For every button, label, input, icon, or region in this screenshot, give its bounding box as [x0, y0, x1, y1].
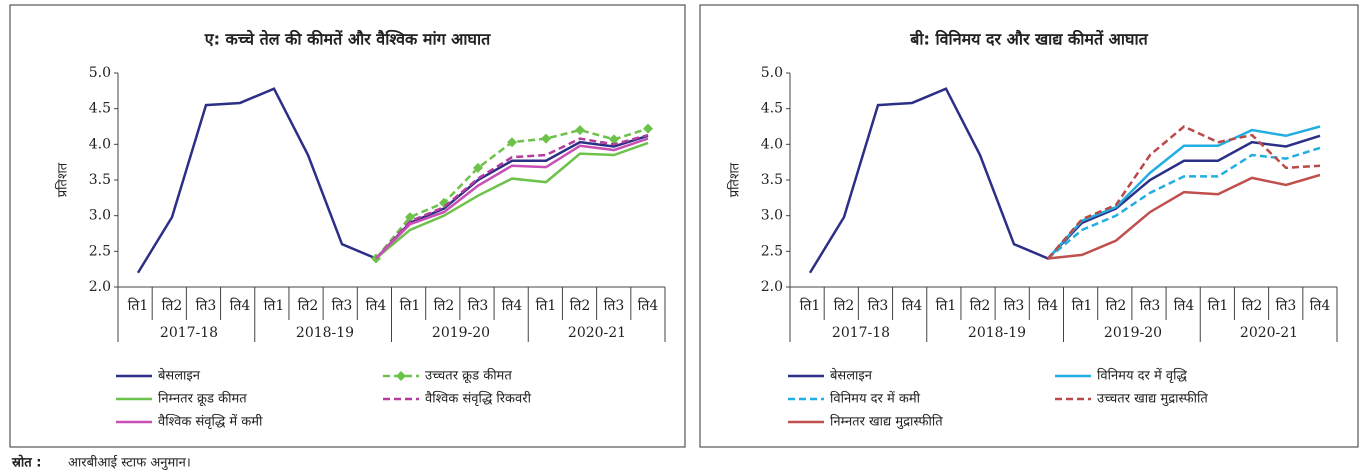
y-tick-label: 3.5: [89, 172, 111, 188]
x-tick-label: ति1: [936, 297, 957, 314]
y-tick-label: 4.5: [89, 101, 111, 117]
x-group-label: 2019-20: [1104, 325, 1162, 341]
x-tick-label: ति1: [800, 297, 821, 314]
x-tick-label: ति2: [834, 297, 855, 314]
x-group-label: 2018-19: [968, 325, 1026, 341]
x-tick-label: ति4: [366, 297, 387, 314]
x-tick-label: ति3: [1276, 297, 1297, 314]
y-tick-label: 3.0: [89, 208, 111, 224]
x-tick-label: ति2: [570, 297, 591, 314]
y-tick-label: 5.0: [761, 65, 783, 81]
series-line: [1047, 173, 1321, 260]
x-tick-label: ति3: [332, 297, 353, 314]
chart-title: बी: विनिमय दर और खाद्य कीमतें आघात: [909, 30, 1148, 49]
x-tick-label: ति1: [264, 297, 285, 314]
x-tick-label: ति3: [1004, 297, 1025, 314]
x-tick-label: ति4: [1038, 297, 1059, 314]
legend-label: निम्नतर खाद्य मुद्रास्फीति: [830, 414, 943, 430]
y-tick-label: 2.0: [89, 279, 111, 295]
legend-label: विनिमय दर में वृद्धि: [1097, 368, 1187, 384]
x-group-label: 2017-18: [832, 325, 890, 341]
x-tick-label: ति2: [970, 297, 991, 314]
chart-title: ए: कच्चे तेल की कीमतें और वैश्विक मांग आ…: [204, 30, 491, 49]
series-marker: [575, 125, 585, 136]
x-tick-label: ति1: [1208, 297, 1229, 314]
x-tick-label: ति3: [1140, 297, 1161, 314]
x-tick-label: ति2: [434, 297, 455, 314]
legend-label: वैश्विक संवृद्धि रिकवरी: [425, 391, 532, 407]
y-tick-label: 3.5: [761, 172, 783, 188]
series-marker: [541, 133, 551, 144]
y-tick-label: 3.0: [761, 208, 783, 224]
y-tick-label: 4.5: [761, 101, 783, 117]
legend-label: उच्चतर खाद्य मुद्रास्फीति: [1097, 391, 1208, 407]
panel-frame: [9, 4, 686, 448]
series-marker: [473, 162, 483, 173]
series-marker: [643, 123, 653, 134]
series-line: [375, 141, 649, 260]
x-tick-label: ति1: [536, 297, 557, 314]
y-tick-label: 2.5: [89, 243, 111, 259]
legend-label: वैश्विक संवृद्धि में कमी: [158, 414, 263, 430]
x-tick-label: ति2: [162, 297, 183, 314]
series-line: [1047, 146, 1321, 260]
y-tick-label: 2.0: [761, 279, 783, 295]
x-tick-label: ति3: [604, 297, 625, 314]
y-tick-label: 2.5: [761, 243, 783, 259]
x-tick-label: ति4: [1310, 297, 1331, 314]
legend-marker: [396, 371, 406, 381]
x-tick-label: ति4: [902, 297, 923, 314]
legend-label: विनिमय दर में कमी: [830, 391, 921, 407]
x-tick-label: ति4: [230, 297, 251, 314]
y-tick-label: 4.0: [761, 136, 783, 152]
x-tick-label: ति4: [638, 297, 659, 314]
x-group-label: 2020-21: [568, 325, 626, 341]
x-group-label: 2017-18: [160, 325, 218, 341]
series-line: [375, 133, 649, 260]
x-group-label: 2018-19: [296, 325, 354, 341]
x-tick-label: ति3: [868, 297, 889, 314]
legend-label: बेसलाइन: [158, 368, 201, 384]
panel-frame: [699, 4, 1359, 448]
y-tick-label: 5.0: [89, 65, 111, 81]
x-tick-label: ति1: [1072, 297, 1093, 314]
legend-label: निम्नतर क्रूड कीमत: [158, 391, 247, 407]
series-marker: [405, 212, 415, 223]
x-tick-label: ति1: [128, 297, 149, 314]
x-tick-label: ति4: [502, 297, 523, 314]
y-tick-label: 4.0: [89, 136, 111, 152]
series-line: [1047, 125, 1321, 260]
x-tick-label: ति3: [196, 297, 217, 314]
series-marker: [609, 134, 619, 145]
source-text: आरबीआई स्टाफ अनुमान।: [68, 455, 191, 471]
legend-label: बेसलाइन: [830, 368, 873, 384]
x-tick-label: ति2: [1106, 297, 1127, 314]
y-axis-label: प्रतिशत: [55, 162, 71, 197]
y-axis-label: प्रतिशत: [727, 162, 743, 197]
x-tick-label: ति1: [400, 297, 421, 314]
x-group-label: 2019-20: [432, 325, 490, 341]
x-group-label: 2020-21: [1240, 325, 1298, 341]
x-tick-label: ति2: [1242, 297, 1263, 314]
legend-label: उच्चतर क्रूड कीमत: [425, 368, 512, 384]
source-label: स्रोत :: [11, 455, 41, 471]
x-tick-label: ति2: [298, 297, 319, 314]
series-line: [375, 137, 649, 260]
x-tick-label: ति3: [468, 297, 489, 314]
series-marker: [507, 137, 517, 148]
series-line: [1047, 125, 1321, 260]
x-tick-label: ति4: [1174, 297, 1195, 314]
